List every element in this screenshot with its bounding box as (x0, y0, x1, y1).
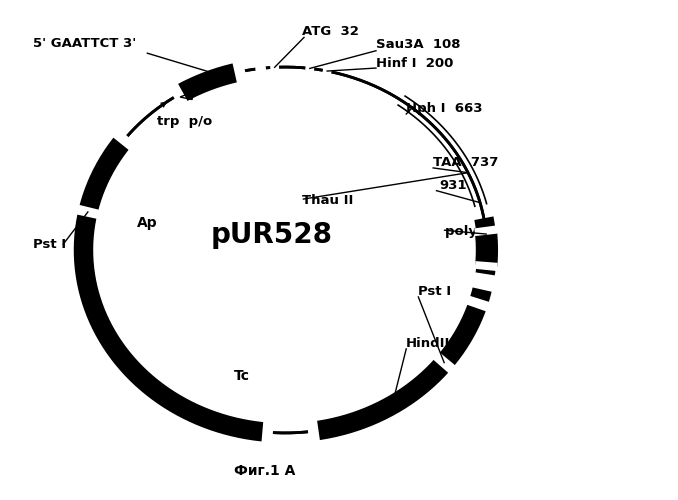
Text: pUR528: pUR528 (211, 221, 333, 249)
Text: poly A: poly A (445, 225, 492, 238)
Text: 5' GAATTCT 3': 5' GAATTCT 3' (33, 37, 136, 50)
Text: Pst I: Pst I (418, 285, 452, 298)
Text: 931: 931 (440, 178, 467, 192)
Text: Thau II: Thau II (302, 194, 353, 207)
Text: TAA  737: TAA 737 (433, 156, 498, 170)
Text: HindIII: HindIII (406, 337, 456, 350)
Text: ATG  32: ATG 32 (302, 26, 359, 38)
Text: Фиг.1 A: Фиг.1 A (235, 464, 296, 478)
Text: trp  p/o: trp p/o (157, 115, 213, 128)
Text: Tc: Tc (233, 370, 250, 384)
Text: Pst I: Pst I (33, 238, 66, 250)
Text: Sau3A  108: Sau3A 108 (376, 38, 460, 51)
Text: Hph I  663: Hph I 663 (406, 102, 483, 115)
Text: Ap: Ap (137, 216, 158, 230)
Text: Hinf I  200: Hinf I 200 (376, 56, 454, 70)
